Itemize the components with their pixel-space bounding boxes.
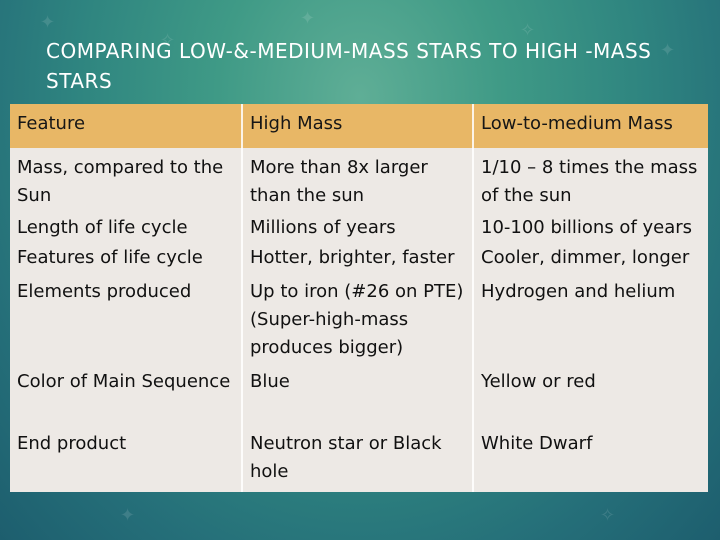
comparison-table: Feature High Mass Low-to-medium Mass Mas… (10, 104, 708, 492)
high-mass-cell: Up to iron (#26 on PTE) (Super-high-mass… (241, 278, 473, 368)
header-high-mass: High Mass (242, 104, 474, 148)
table-header-row: Feature High Mass Low-to-medium Mass (10, 104, 708, 148)
feature-cell: Elements produced (10, 278, 242, 368)
low-medium-mass-cell: White Dwarf (472, 430, 708, 492)
low-medium-mass-cell: Hydrogen and helium (472, 278, 708, 368)
page-title: COMPARING LOW-&-MEDIUM-MASS STARS TO HIG… (46, 39, 652, 93)
high-mass-cell: Millions of years (241, 210, 473, 244)
table-row: Length of life cycle Millions of years 1… (10, 210, 708, 244)
high-mass-cell: More than 8x larger than the sun (241, 148, 473, 210)
table-row: Mass, compared to the Sun More than 8x l… (10, 148, 708, 210)
table-row: Elements produced Up to iron (#26 on PTE… (10, 278, 708, 368)
low-medium-mass-cell: Yellow or red (472, 368, 708, 430)
feature-cell: Features of life cycle (10, 244, 242, 278)
low-medium-mass-cell: 1/10 – 8 times the mass of the sun (472, 148, 708, 210)
comparison-table-container: Feature High Mass Low-to-medium Mass Mas… (10, 104, 708, 492)
table-row: End product Neutron star or Black hole W… (10, 430, 708, 492)
feature-cell: Color of Main Sequence (10, 368, 242, 430)
table-row: Features of life cycle Hotter, brighter,… (10, 244, 708, 278)
header-low-medium-mass: Low-to-medium Mass (473, 104, 708, 148)
table-row: Color of Main Sequence Blue Yellow or re… (10, 368, 708, 430)
feature-cell: End product (10, 430, 242, 492)
high-mass-cell: Blue (241, 368, 473, 430)
feature-cell: Length of life cycle (10, 210, 242, 244)
low-medium-mass-cell: 10-100 billions of years (472, 210, 708, 244)
feature-cell: Mass, compared to the Sun (10, 148, 242, 210)
header-feature: Feature (10, 104, 243, 148)
high-mass-cell: Hotter, brighter, faster (241, 244, 473, 278)
high-mass-cell: Neutron star or Black hole (241, 430, 473, 492)
low-medium-mass-cell: Cooler, dimmer, longer (472, 244, 708, 278)
